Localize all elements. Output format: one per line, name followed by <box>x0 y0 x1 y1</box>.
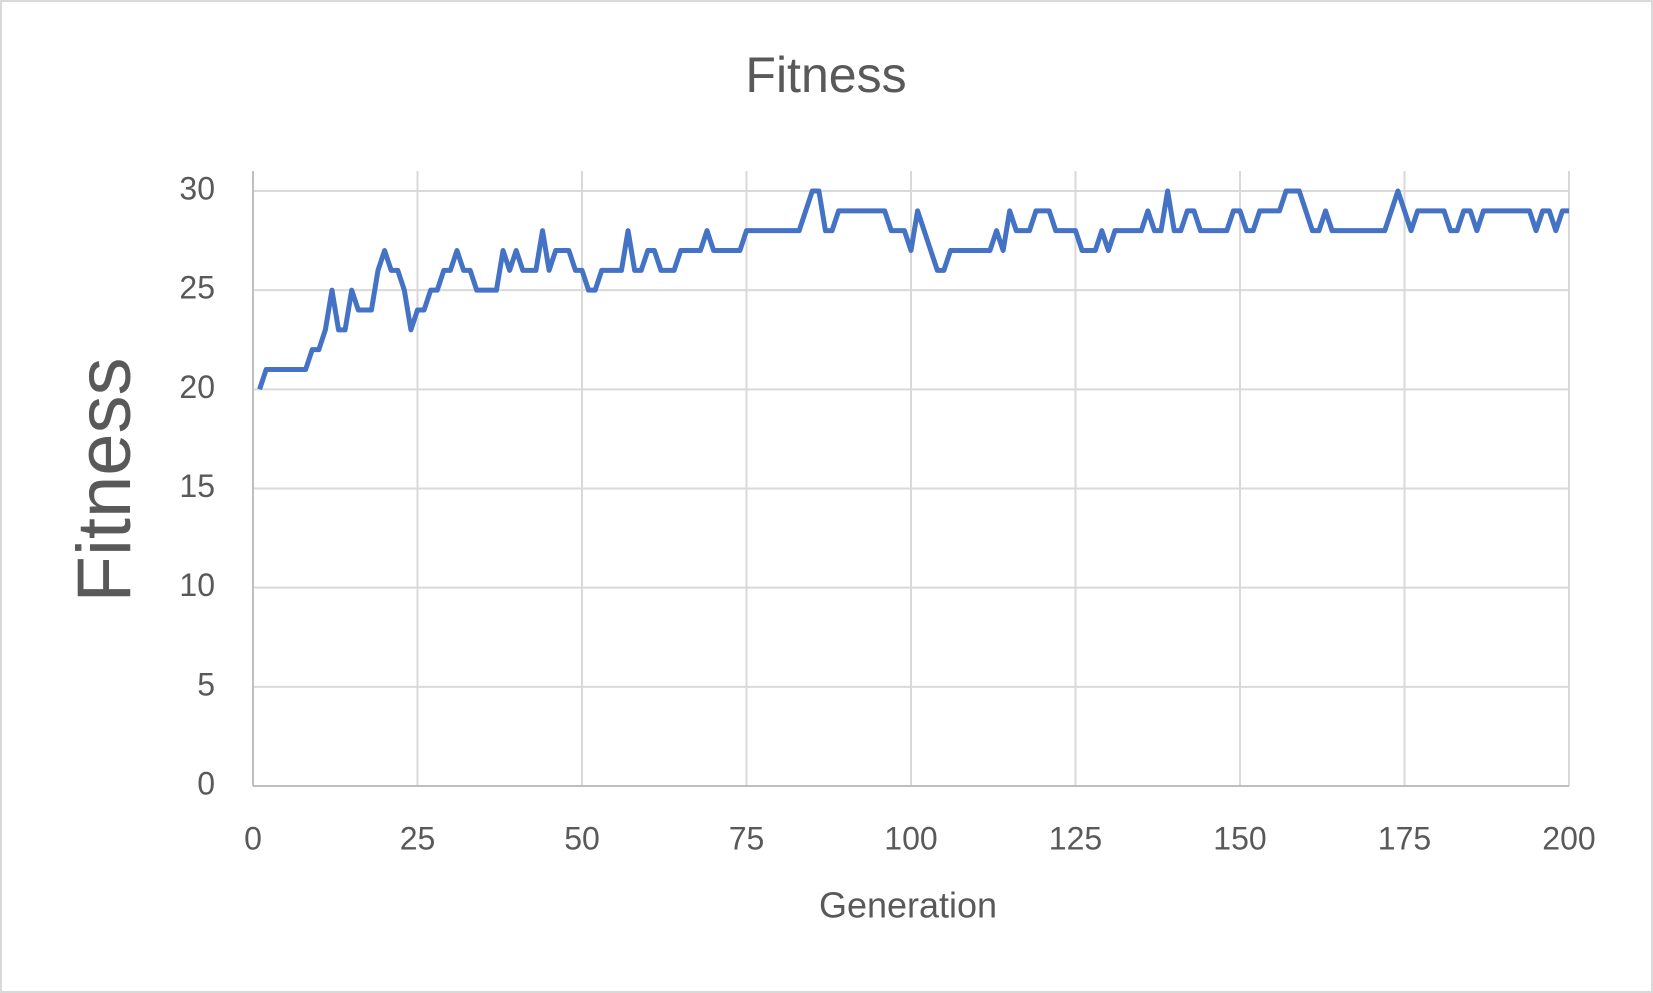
y-axis-title: Fitness <box>62 358 147 603</box>
y-tick-label: 25 <box>179 270 215 306</box>
x-tick-label: 25 <box>400 820 436 856</box>
chart-title: Fitness <box>745 47 906 103</box>
x-tick-label: 50 <box>564 820 600 856</box>
x-axis-title: Generation <box>819 885 997 926</box>
y-tick-label: 10 <box>179 567 215 603</box>
x-tick-label: 100 <box>884 820 937 856</box>
x-tick-label: 75 <box>729 820 765 856</box>
y-tick-label: 15 <box>179 468 215 504</box>
x-tick-label: 0 <box>244 820 262 856</box>
y-tick-label: 0 <box>197 765 215 801</box>
x-tick-label: 200 <box>1542 820 1595 856</box>
x-tick-label: 125 <box>1049 820 1102 856</box>
x-tick-label: 175 <box>1378 820 1431 856</box>
y-tick-label: 30 <box>179 170 215 206</box>
y-tick-label: 5 <box>197 666 215 702</box>
y-tick-label: 20 <box>179 369 215 405</box>
data-line <box>257 188 1569 391</box>
x-tick-label: 150 <box>1213 820 1266 856</box>
